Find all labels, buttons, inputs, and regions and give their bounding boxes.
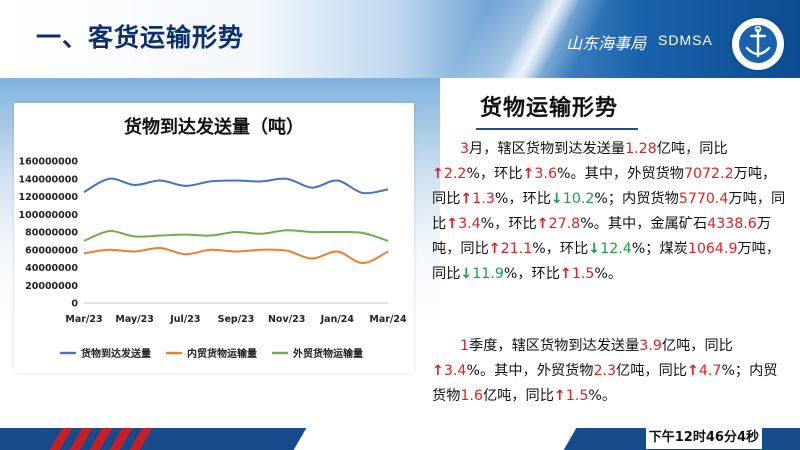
y-tick-label: 120000000 xyxy=(19,192,79,203)
y-tick-label: 0 xyxy=(71,299,78,310)
x-tick-label: Jan/24 xyxy=(320,314,355,325)
header-banner: 一、客货运输形势 山东海事局 SDMSA xyxy=(0,0,800,78)
series-line-2 xyxy=(83,246,389,265)
y-tick-label: 140000000 xyxy=(19,174,79,185)
footer-stripe xyxy=(89,428,113,450)
title-divider xyxy=(476,128,638,130)
page-title: 一、客货运输形势 xyxy=(36,23,245,52)
monthly-summary-paragraph: 3月，辖区货物到达发送量1.28亿吨，同比↑2.2%，环比↑3.6%。其中，外贸… xyxy=(432,141,786,282)
y-tick-label: 20000000 xyxy=(25,281,78,292)
x-tick-label: Mar/24 xyxy=(369,314,407,325)
series-line-3 xyxy=(83,229,389,242)
y-tick-label: 160000000 xyxy=(19,157,79,168)
clock-readout: 下午12时46分4秒 xyxy=(645,427,762,449)
footer-stripe xyxy=(49,428,73,450)
chart-title: 货物到达发送量（吨） xyxy=(124,116,304,138)
brand-latin: SDMSA xyxy=(658,32,713,48)
x-tick-label: Nov/23 xyxy=(268,314,305,325)
footer-stripe xyxy=(69,428,93,450)
x-tick-label: Sep/23 xyxy=(218,314,255,325)
y-tick-label: 60000000 xyxy=(25,245,78,256)
legend-label: 货物到达发送量 xyxy=(81,347,151,360)
brand-script: 山东海事局 xyxy=(566,34,647,53)
y-tick-label: 100000000 xyxy=(19,210,79,221)
series-line-1 xyxy=(83,177,389,195)
x-tick-label: Mar/23 xyxy=(65,314,102,325)
y-tick-label: 80000000 xyxy=(25,228,78,239)
panel-title: 货物运输形势 xyxy=(480,96,619,121)
cargo-line-chart: 货物到达发送量（吨） 0 20000000 40000000 60000000 80000… xyxy=(19,116,408,360)
footer-bar xyxy=(0,428,800,450)
chart-card: 货物到达发送量（吨） 0 20000000 40000000 60000000 80000… xyxy=(14,103,414,373)
x-tick-label: May/23 xyxy=(115,314,153,325)
legend-label: 外贸货物运输量 xyxy=(292,347,363,360)
china-msa-logo-icon xyxy=(730,16,786,72)
footer-stripe xyxy=(129,428,153,450)
quarterly-summary-paragraph: 1季度，辖区货物到达发送量3.9亿吨，同比↑3.4%。其中，外贸货物2.3亿吨，… xyxy=(432,338,778,404)
footer-stripe xyxy=(109,428,133,450)
footer-white-band xyxy=(293,428,577,450)
legend-label: 内贸货物运输量 xyxy=(187,347,257,360)
y-tick-label: 40000000 xyxy=(25,263,78,274)
x-tick-label: Jul/23 xyxy=(169,314,200,325)
